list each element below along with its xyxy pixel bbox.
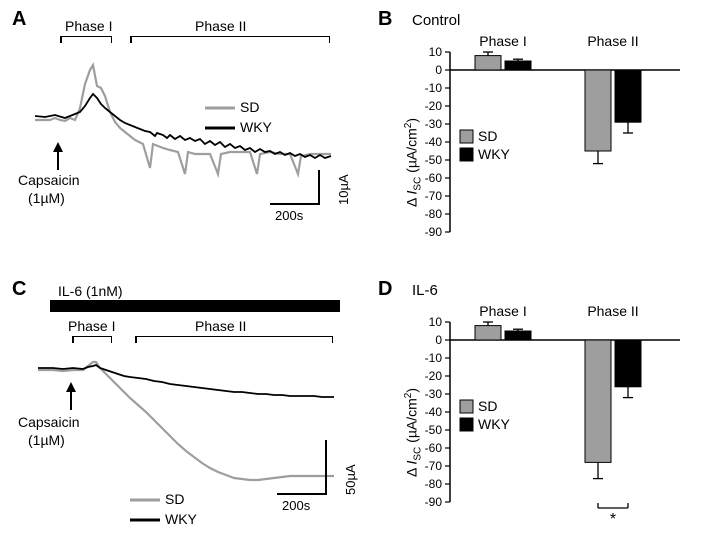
panel-c-phase2-brace <box>135 336 333 342</box>
svg-text:-30: -30 <box>425 117 443 131</box>
panel-b-label: B <box>378 8 392 31</box>
panel-c-arrow-head <box>66 382 76 392</box>
svg-text:*: * <box>610 511 616 528</box>
svg-text:Phase II: Phase II <box>587 303 638 319</box>
panel-d-title: IL-6 <box>412 282 438 299</box>
svg-text:10: 10 <box>429 45 443 59</box>
panel-c-phase1: Phase I <box>68 318 115 334</box>
svg-text:10: 10 <box>429 315 443 329</box>
panel-c-capsaicin1: Capsaicin <box>18 414 79 430</box>
panel-a-scale-y: 10µA <box>336 174 351 205</box>
panel-a-scale-x: 200s <box>275 208 303 223</box>
svg-text:-80: -80 <box>425 207 443 221</box>
panel-a-legend-sd-line <box>205 106 235 110</box>
panel-c-arrow-line <box>70 392 72 410</box>
svg-text:Phase II: Phase II <box>587 33 638 49</box>
svg-text:-80: -80 <box>425 477 443 491</box>
panel-c-label: C <box>12 278 26 301</box>
svg-text:-90: -90 <box>425 495 443 509</box>
panel-a-capsaicin1: Capsaicin <box>18 172 79 188</box>
svg-text:-50: -50 <box>425 153 443 167</box>
panel-a-trace-svg <box>35 50 335 200</box>
panel-a-label: A <box>12 8 26 31</box>
panel-c-legend-wky: WKY <box>165 511 197 527</box>
panel-c-capsaicin2: (1µM) <box>28 432 65 448</box>
svg-text:-70: -70 <box>425 459 443 473</box>
panel-a-capsaicin2: (1µM) <box>28 190 65 206</box>
panel-c-scale-v <box>325 440 327 495</box>
panel-a-phase2-brace <box>130 36 330 42</box>
svg-text:-40: -40 <box>425 405 443 419</box>
svg-text:-60: -60 <box>425 441 443 455</box>
panel-c-phase1-brace <box>72 336 112 342</box>
panel-c-scale-h <box>277 493 327 495</box>
svg-text:SD: SD <box>478 398 497 414</box>
svg-text:-20: -20 <box>425 369 443 383</box>
panel-c-trace-svg <box>38 348 338 498</box>
svg-text:0: 0 <box>435 63 442 77</box>
svg-text:Phase I: Phase I <box>479 303 526 319</box>
svg-text:WKY: WKY <box>478 416 511 432</box>
panel-c-legend-sd: SD <box>165 491 184 507</box>
svg-text:0: 0 <box>435 333 442 347</box>
svg-text:-30: -30 <box>425 387 443 401</box>
panel-a-scale-v <box>318 170 320 205</box>
svg-text:-60: -60 <box>425 171 443 185</box>
panel-c-scale-y: 50µA <box>343 464 358 495</box>
panel-b-barchart: 10 0 -10 -20 -30 -40 -50 -60 -70 -80 -90 Phase I Pha… <box>395 30 695 250</box>
panel-c-phase2: Phase II <box>195 318 246 334</box>
panel-a-legend-wky: WKY <box>240 119 272 135</box>
panel-c-legend-sd-line <box>130 498 160 502</box>
svg-text:-10: -10 <box>425 351 443 365</box>
svg-text:Phase I: Phase I <box>479 33 526 49</box>
panel-a-legend-wky-line <box>205 126 235 130</box>
svg-text:-90: -90 <box>425 225 443 239</box>
panel-c-legend-wky-line <box>130 518 160 522</box>
svg-text:WKY: WKY <box>478 146 511 162</box>
panel-d-label: D <box>378 278 392 301</box>
panel-a-arrow-line <box>57 152 59 170</box>
panel-b-title: Control <box>412 12 460 29</box>
panel-a-scale-h <box>270 203 320 205</box>
panel-a-phase1: Phase I <box>65 18 112 34</box>
panel-a-phase2: Phase II <box>195 18 246 34</box>
panel-c-il6-label: IL-6 (1nM) <box>58 283 123 299</box>
panel-c-il6-bar <box>50 300 340 312</box>
panel-c-scale-x: 200s <box>282 498 310 513</box>
svg-text:-40: -40 <box>425 135 443 149</box>
svg-text:-20: -20 <box>425 99 443 113</box>
panel-a-arrow-head <box>53 142 63 152</box>
panel-a-phase1-brace <box>60 36 112 42</box>
panel-a-legend-sd: SD <box>240 99 259 115</box>
svg-text:-50: -50 <box>425 423 443 437</box>
svg-text:SD: SD <box>478 128 497 144</box>
svg-text:-70: -70 <box>425 189 443 203</box>
svg-text:-10: -10 <box>425 81 443 95</box>
panel-d-barchart: 10 0 -10 -20 -30 -40 -50 -60 -70 -80 -90 Phase I Pha… <box>395 300 695 530</box>
